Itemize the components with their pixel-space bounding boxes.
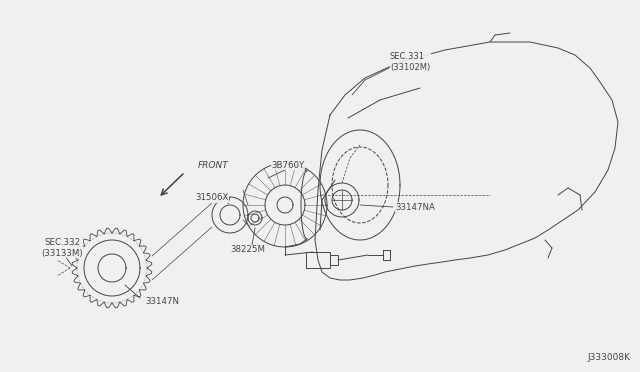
Text: SEC.332
(33133M): SEC.332 (33133M) [41, 238, 83, 258]
Text: 33147NA: 33147NA [395, 202, 435, 212]
Text: SEC.331
(33102M): SEC.331 (33102M) [390, 52, 430, 72]
Text: 38225M: 38225M [230, 246, 266, 254]
Text: 3B760Y: 3B760Y [271, 160, 305, 170]
Text: 33147N: 33147N [145, 298, 179, 307]
Text: J333008K: J333008K [587, 353, 630, 362]
Text: 31506X: 31506X [195, 193, 228, 202]
Text: FRONT: FRONT [198, 160, 228, 170]
